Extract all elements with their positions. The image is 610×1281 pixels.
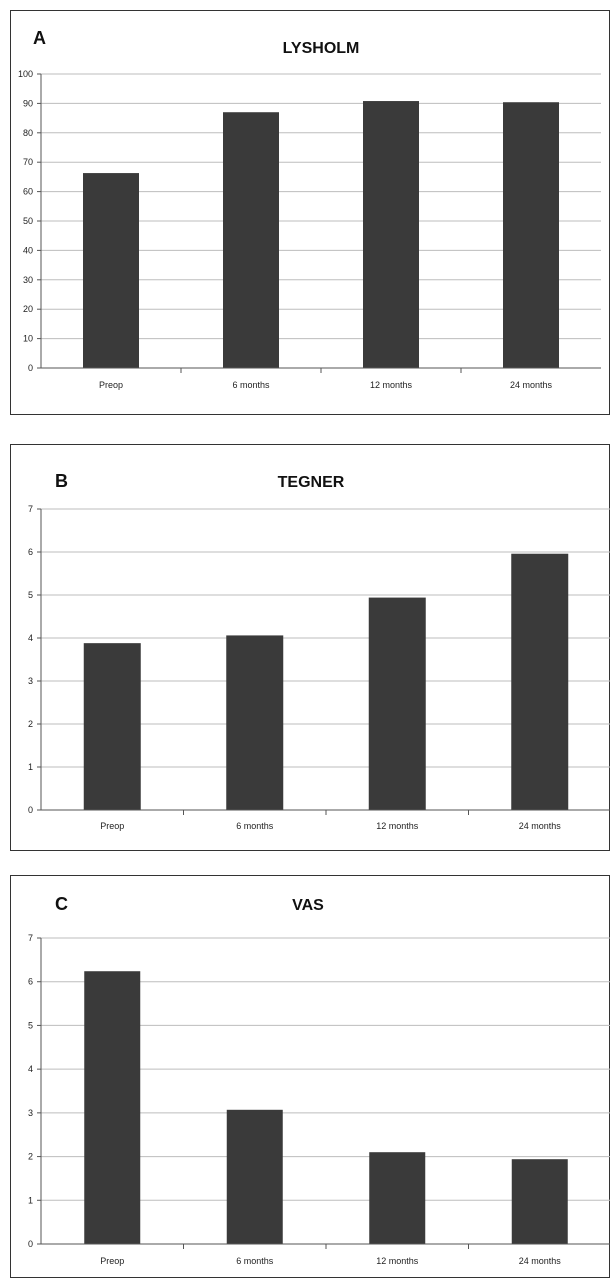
panel-letter-c: C xyxy=(55,894,68,914)
chart-title-a: LYSHOLM xyxy=(283,40,360,57)
bars xyxy=(83,101,559,368)
chart-panel-c: C VAS 0 1 2 3 4 5 6 7 Preop 6 months 12 months 24 … xyxy=(10,875,610,1278)
y-tick-label: 7 xyxy=(28,504,33,514)
y-tick-label: 0 xyxy=(28,805,33,815)
y-tick-label: 4 xyxy=(28,1064,33,1074)
y-tick-label: 30 xyxy=(23,275,33,285)
y-tick-label: 1 xyxy=(28,1195,33,1205)
y-tick-label: 4 xyxy=(28,633,33,643)
y-tick-label: 0 xyxy=(28,363,33,373)
bar xyxy=(511,553,569,810)
chart-title-c: VAS xyxy=(292,897,324,914)
bar xyxy=(369,1152,426,1244)
y-tick-label: 5 xyxy=(28,1020,33,1030)
chart-panel-b: B TEGNER 0 1 2 3 4 5 6 7 Preop 6 months 12 months… xyxy=(10,444,610,851)
x-category-label: 12 months xyxy=(376,1256,419,1266)
axes xyxy=(37,508,610,815)
y-tick-label: 50 xyxy=(23,216,33,226)
x-category-label: 24 months xyxy=(519,821,562,831)
y-tick-label: 7 xyxy=(28,933,33,943)
y-tick-label: 90 xyxy=(23,98,33,108)
bar xyxy=(368,597,426,810)
bar xyxy=(83,643,141,810)
chart-a-svg: A LYSHOLM 0 10 20 30 40 50 60 70 80 90 100 Preop 6 … xyxy=(18,28,601,390)
x-category-label: 12 months xyxy=(370,380,413,390)
y-tick-label: 60 xyxy=(23,187,33,197)
x-category-labels: Preop 6 months 12 months 24 months xyxy=(100,821,561,831)
y-tick-label: 10 xyxy=(23,334,33,344)
y-tick-label: 40 xyxy=(23,245,33,255)
bar xyxy=(363,101,419,368)
x-category-label: Preop xyxy=(99,380,123,390)
bars xyxy=(83,553,569,810)
bar xyxy=(223,112,279,368)
x-category-label: 12 months xyxy=(376,821,419,831)
y-tick-label: 6 xyxy=(28,547,33,557)
y-tick-label: 80 xyxy=(23,128,33,138)
y-tick-label: 0 xyxy=(28,1239,33,1249)
chart-title-b: TEGNER xyxy=(278,474,345,491)
y-tick-labels: 0 1 2 3 4 5 6 7 xyxy=(28,504,33,815)
y-tick-label: 100 xyxy=(18,69,33,79)
x-category-label: 6 months xyxy=(232,380,270,390)
bar xyxy=(226,1109,283,1244)
chart-panel-a: A LYSHOLM 0 10 20 30 40 50 60 70 80 90 100 Preop 6 … xyxy=(10,10,610,415)
panel-letter-b: B xyxy=(55,471,68,491)
bar xyxy=(503,102,559,368)
y-tick-label: 2 xyxy=(28,719,33,729)
bars xyxy=(84,971,568,1244)
x-category-label: Preop xyxy=(100,1256,124,1266)
bar xyxy=(226,635,284,810)
axes xyxy=(37,73,601,373)
y-tick-label: 3 xyxy=(28,676,33,686)
chart-b-svg: B TEGNER 0 1 2 3 4 5 6 7 Preop 6 months 12 months… xyxy=(28,471,610,831)
chart-c-svg: C VAS 0 1 2 3 4 5 6 7 Preop 6 months 12 months 24 … xyxy=(28,894,610,1266)
x-category-labels: Preop 6 months 12 months 24 months xyxy=(99,380,553,390)
y-tick-label: 1 xyxy=(28,762,33,772)
y-tick-label: 5 xyxy=(28,590,33,600)
x-category-labels: Preop 6 months 12 months 24 months xyxy=(100,1256,561,1266)
x-category-label: 6 months xyxy=(236,821,274,831)
panel-letter-a: A xyxy=(33,28,46,48)
y-tick-label: 3 xyxy=(28,1108,33,1118)
x-category-label: 24 months xyxy=(510,380,553,390)
y-tick-label: 6 xyxy=(28,977,33,987)
bar xyxy=(511,1159,568,1244)
y-tick-labels: 0 1 2 3 4 5 6 7 xyxy=(28,933,33,1249)
y-tick-label: 70 xyxy=(23,157,33,167)
y-tick-labels: 0 10 20 30 40 50 60 70 80 90 100 xyxy=(18,69,33,373)
x-category-label: Preop xyxy=(100,821,124,831)
x-category-label: 24 months xyxy=(519,1256,562,1266)
x-category-label: 6 months xyxy=(236,1256,274,1266)
y-tick-label: 20 xyxy=(23,304,33,314)
bar xyxy=(84,971,141,1244)
y-tick-label: 2 xyxy=(28,1152,33,1162)
bar xyxy=(83,173,139,368)
axes xyxy=(37,937,610,1249)
